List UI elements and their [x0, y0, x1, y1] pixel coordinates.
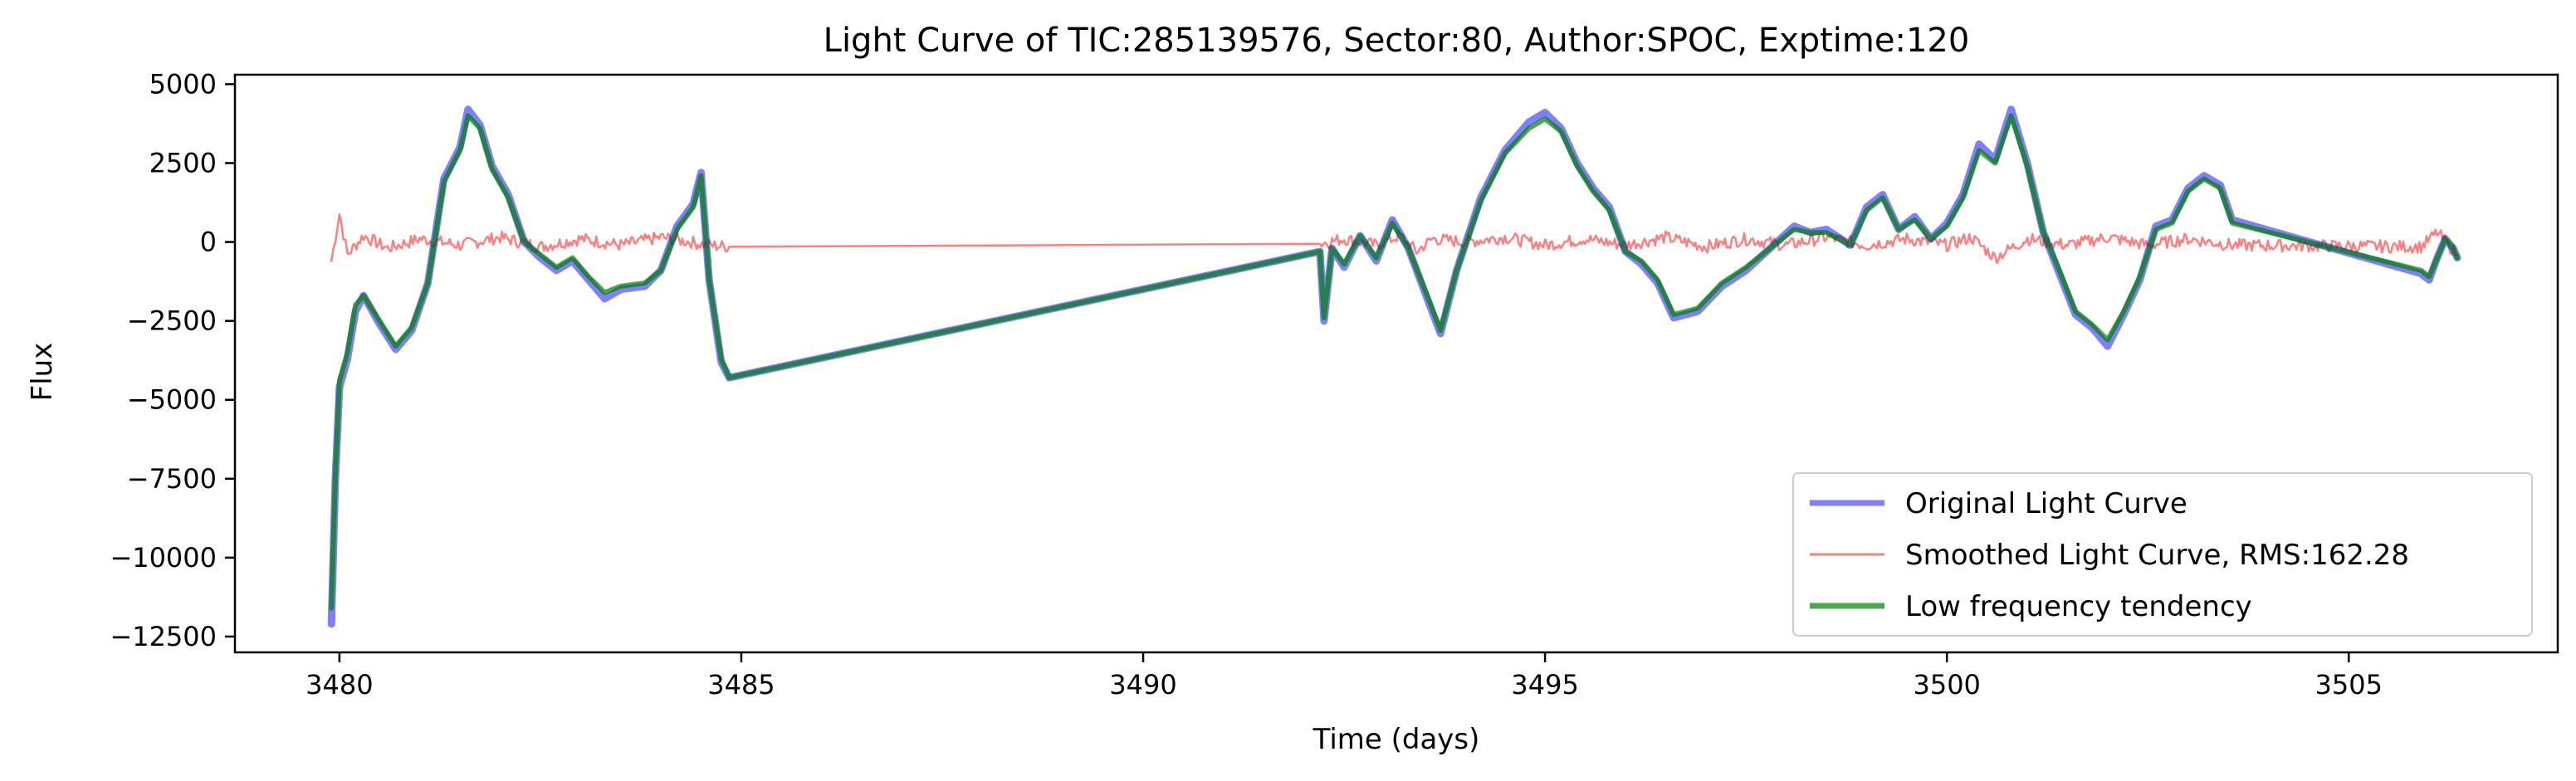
series-group [327, 105, 2461, 628]
x-tick-label: 3495 [1511, 669, 1578, 700]
y-tick-label: −7500 [127, 463, 217, 495]
series-line-2 [329, 113, 2460, 611]
legend-box [1792, 472, 2533, 637]
legend-label: Low frequency tendency [1905, 590, 2252, 623]
x-tick-label: 3485 [707, 669, 775, 700]
plot-frame [233, 73, 2559, 654]
x-tick-label: 3500 [1913, 669, 1980, 700]
y-axis-label: Flux [26, 343, 59, 402]
y-tick-label: −2500 [127, 305, 217, 337]
y-tick-label: −5000 [127, 384, 217, 416]
series-line-1 [330, 212, 2459, 265]
legend-label: Smoothed Light Curve, RMS:162.28 [1905, 539, 2409, 572]
x-tick-label: 3490 [1109, 669, 1176, 700]
legend: Original Light Curve Smoothed Light Curve… [1792, 472, 2533, 637]
legend-label: Original Light Curve [1905, 487, 2187, 520]
y-axis: 5000 2500 0 −2500 −5000 −7500 −10000 −12500 [110, 68, 235, 652]
y-tick-label: 2500 [149, 147, 217, 178]
y-tick-label: −12500 [110, 621, 217, 652]
x-axis-label: Time (days) [1312, 723, 1480, 756]
plot-area [233, 73, 2559, 654]
x-tick-label: 3480 [306, 669, 373, 700]
y-tick-label: 5000 [149, 68, 217, 100]
chart-title: Light Curve of TIC:285139576, Sector:80,… [824, 22, 1970, 60]
x-tick-label: 3505 [2315, 669, 2383, 700]
x-axis: 3480 3485 3490 3495 3500 3505 [306, 652, 2383, 700]
y-tick-label: 0 [200, 227, 217, 258]
y-tick-label: −10000 [110, 542, 217, 574]
